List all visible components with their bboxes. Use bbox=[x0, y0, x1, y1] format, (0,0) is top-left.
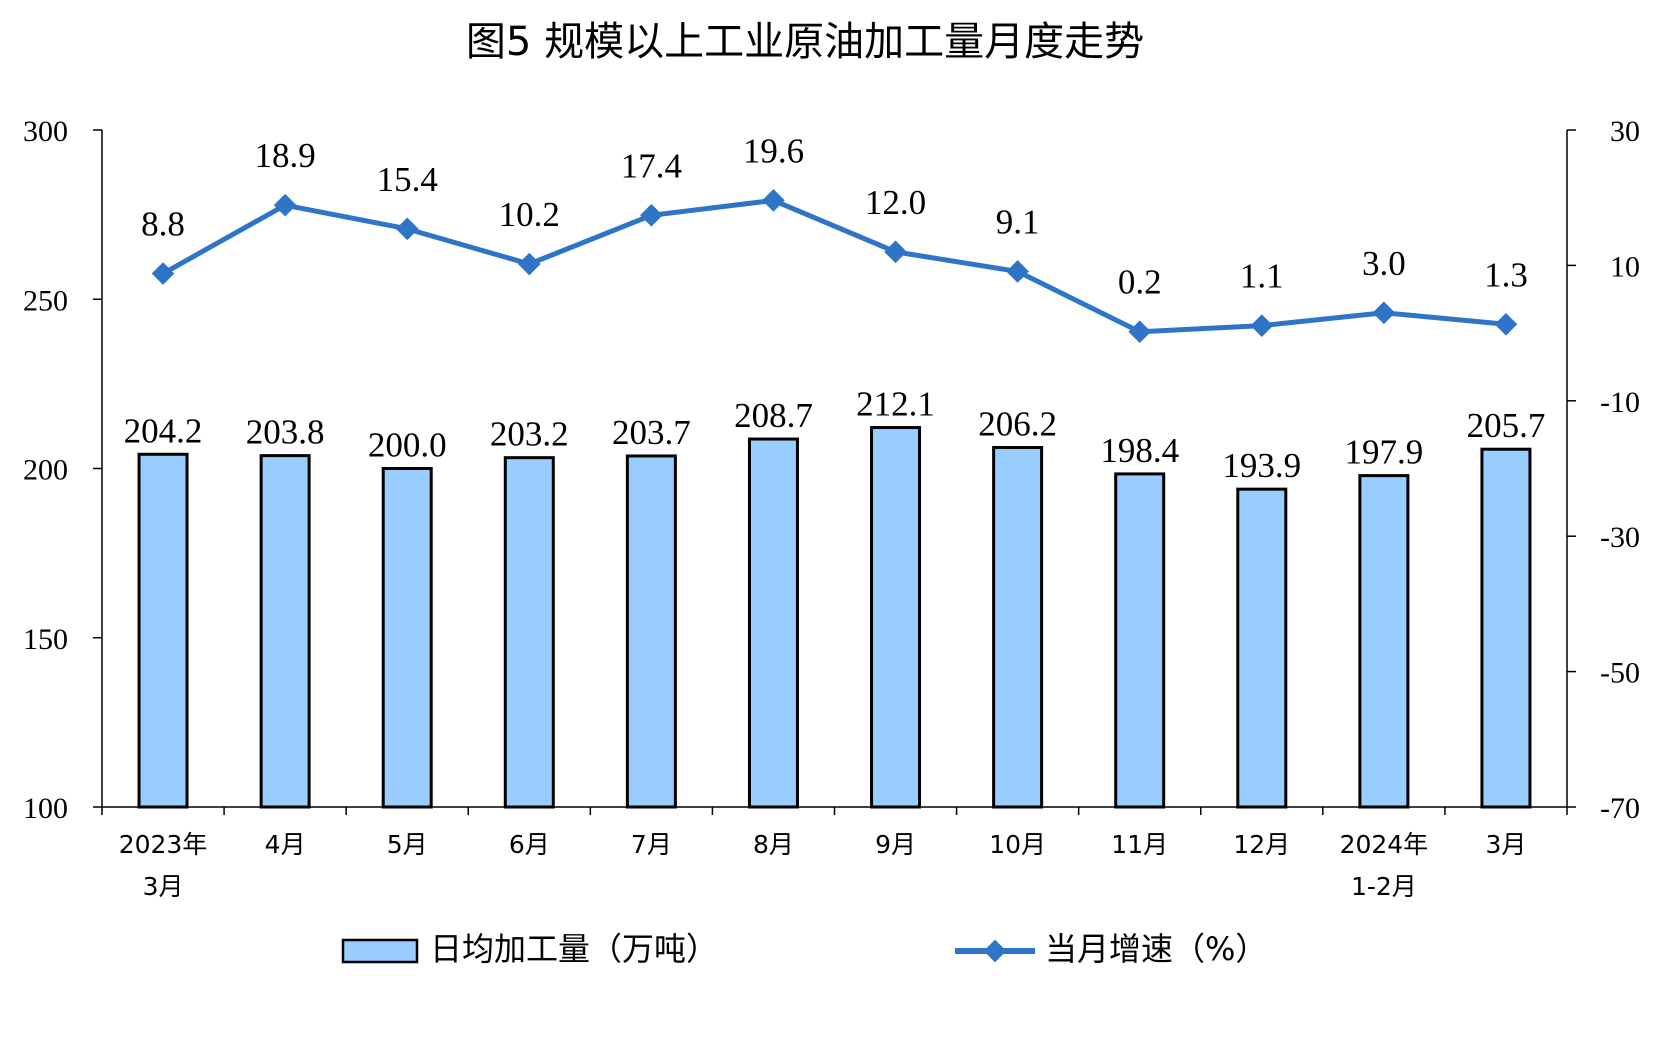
line-marker bbox=[517, 252, 541, 276]
x-category-label: 9月 bbox=[875, 830, 916, 859]
x-category-label: 7月 bbox=[631, 830, 672, 859]
bar bbox=[1480, 447, 1532, 809]
x-category-label: 2024年 bbox=[1340, 830, 1429, 859]
line-data-label: 10.2 bbox=[499, 195, 560, 234]
x-category-label: 3月 bbox=[1486, 830, 1527, 859]
x-category-label: 1-2月 bbox=[1351, 872, 1417, 901]
bar-data-label: 212.1 bbox=[856, 385, 935, 424]
bar-data-label: 203.7 bbox=[612, 413, 691, 452]
bar bbox=[259, 454, 311, 809]
line-marker bbox=[395, 217, 419, 241]
legend: 日均加工量（万吨） 当月增速（%） bbox=[341, 930, 1267, 968]
line-data-label: 8.8 bbox=[141, 205, 185, 244]
line-marker bbox=[1372, 301, 1396, 325]
line-data-label: 17.4 bbox=[621, 146, 682, 185]
line-marker bbox=[273, 193, 297, 217]
chart-title: 图5 规模以上工业原油加工量月度走势 bbox=[466, 19, 1144, 65]
line-marker bbox=[884, 240, 907, 264]
line-data-label: 15.4 bbox=[377, 160, 438, 199]
x-category-label: 4月 bbox=[265, 830, 306, 859]
bar-data-label: 203.8 bbox=[246, 413, 325, 452]
line-data-label: 9.1 bbox=[996, 202, 1040, 241]
x-category-label: 3月 bbox=[143, 872, 184, 901]
bar bbox=[381, 467, 433, 809]
line-data-label: 0.2 bbox=[1118, 263, 1162, 302]
bar bbox=[137, 452, 189, 809]
bar-data-label: 200.0 bbox=[368, 426, 447, 465]
bar bbox=[747, 437, 799, 809]
right-tick-label: -30 bbox=[1600, 521, 1640, 554]
right-tick-label: 10 bbox=[1610, 250, 1640, 283]
line-marker bbox=[151, 262, 175, 285]
plot-area: 100 150 200 250 300 -70 -50 -30 -10 10 30 2023年 3月 4月… bbox=[23, 115, 1640, 901]
line-marker bbox=[1494, 312, 1518, 336]
x-category-label: 11月 bbox=[1111, 830, 1168, 859]
bar bbox=[1358, 474, 1410, 809]
bar-data-label: 198.4 bbox=[1100, 431, 1179, 470]
right-tick-label: -10 bbox=[1600, 386, 1640, 419]
legend-bar-label: 日均加工量（万吨） bbox=[430, 930, 718, 968]
x-category-label: 10月 bbox=[989, 830, 1046, 859]
bar-data-label: 197.9 bbox=[1345, 433, 1424, 472]
legend-line-label: 当月增速（%） bbox=[1045, 930, 1267, 968]
right-tick-label: -70 bbox=[1600, 792, 1640, 825]
line-marker bbox=[1128, 320, 1152, 344]
left-tick-label: 250 bbox=[23, 284, 68, 317]
bar bbox=[870, 426, 922, 809]
x-category-label: 2023年 bbox=[119, 830, 208, 859]
bar-data-label: 206.2 bbox=[978, 405, 1057, 444]
left-tick-label: 200 bbox=[23, 454, 68, 487]
line-data-label: 19.6 bbox=[743, 131, 804, 170]
x-category-label: 5月 bbox=[387, 830, 428, 859]
line-marker bbox=[640, 203, 663, 227]
right-tick-label: 30 bbox=[1610, 115, 1640, 148]
x-category-label: 12月 bbox=[1233, 830, 1290, 859]
line-data-label: 12.0 bbox=[865, 183, 926, 222]
line-data-label: 18.9 bbox=[255, 136, 316, 175]
legend-line-marker bbox=[983, 939, 1007, 963]
bar-data-label: 208.7 bbox=[734, 396, 813, 435]
x-category-label: 6月 bbox=[509, 830, 550, 859]
line-data-label: 1.1 bbox=[1240, 257, 1284, 296]
bar-data-label: 203.2 bbox=[490, 415, 569, 454]
line-data-label: 3.0 bbox=[1362, 244, 1406, 283]
left-tick-label: 150 bbox=[23, 623, 68, 656]
bar-data-label: 204.2 bbox=[124, 411, 203, 450]
x-category-label: 8月 bbox=[753, 830, 794, 859]
line-data-label: 1.3 bbox=[1484, 255, 1528, 294]
line-marker bbox=[1250, 314, 1274, 337]
left-tick-label: 300 bbox=[23, 115, 68, 148]
bar bbox=[625, 454, 677, 809]
bar-data-label: 193.9 bbox=[1222, 446, 1301, 485]
right-tick-label: -50 bbox=[1600, 657, 1640, 690]
bar bbox=[1114, 472, 1166, 809]
line-marker bbox=[762, 189, 785, 212]
bar-data-label: 205.7 bbox=[1467, 406, 1546, 445]
line-marker bbox=[1006, 260, 1029, 283]
left-tick-label: 100 bbox=[23, 792, 68, 825]
legend-bar-swatch bbox=[341, 938, 419, 964]
bar bbox=[992, 446, 1044, 809]
bar bbox=[1236, 487, 1288, 809]
growth-line bbox=[161, 197, 1507, 335]
bar bbox=[503, 456, 555, 809]
